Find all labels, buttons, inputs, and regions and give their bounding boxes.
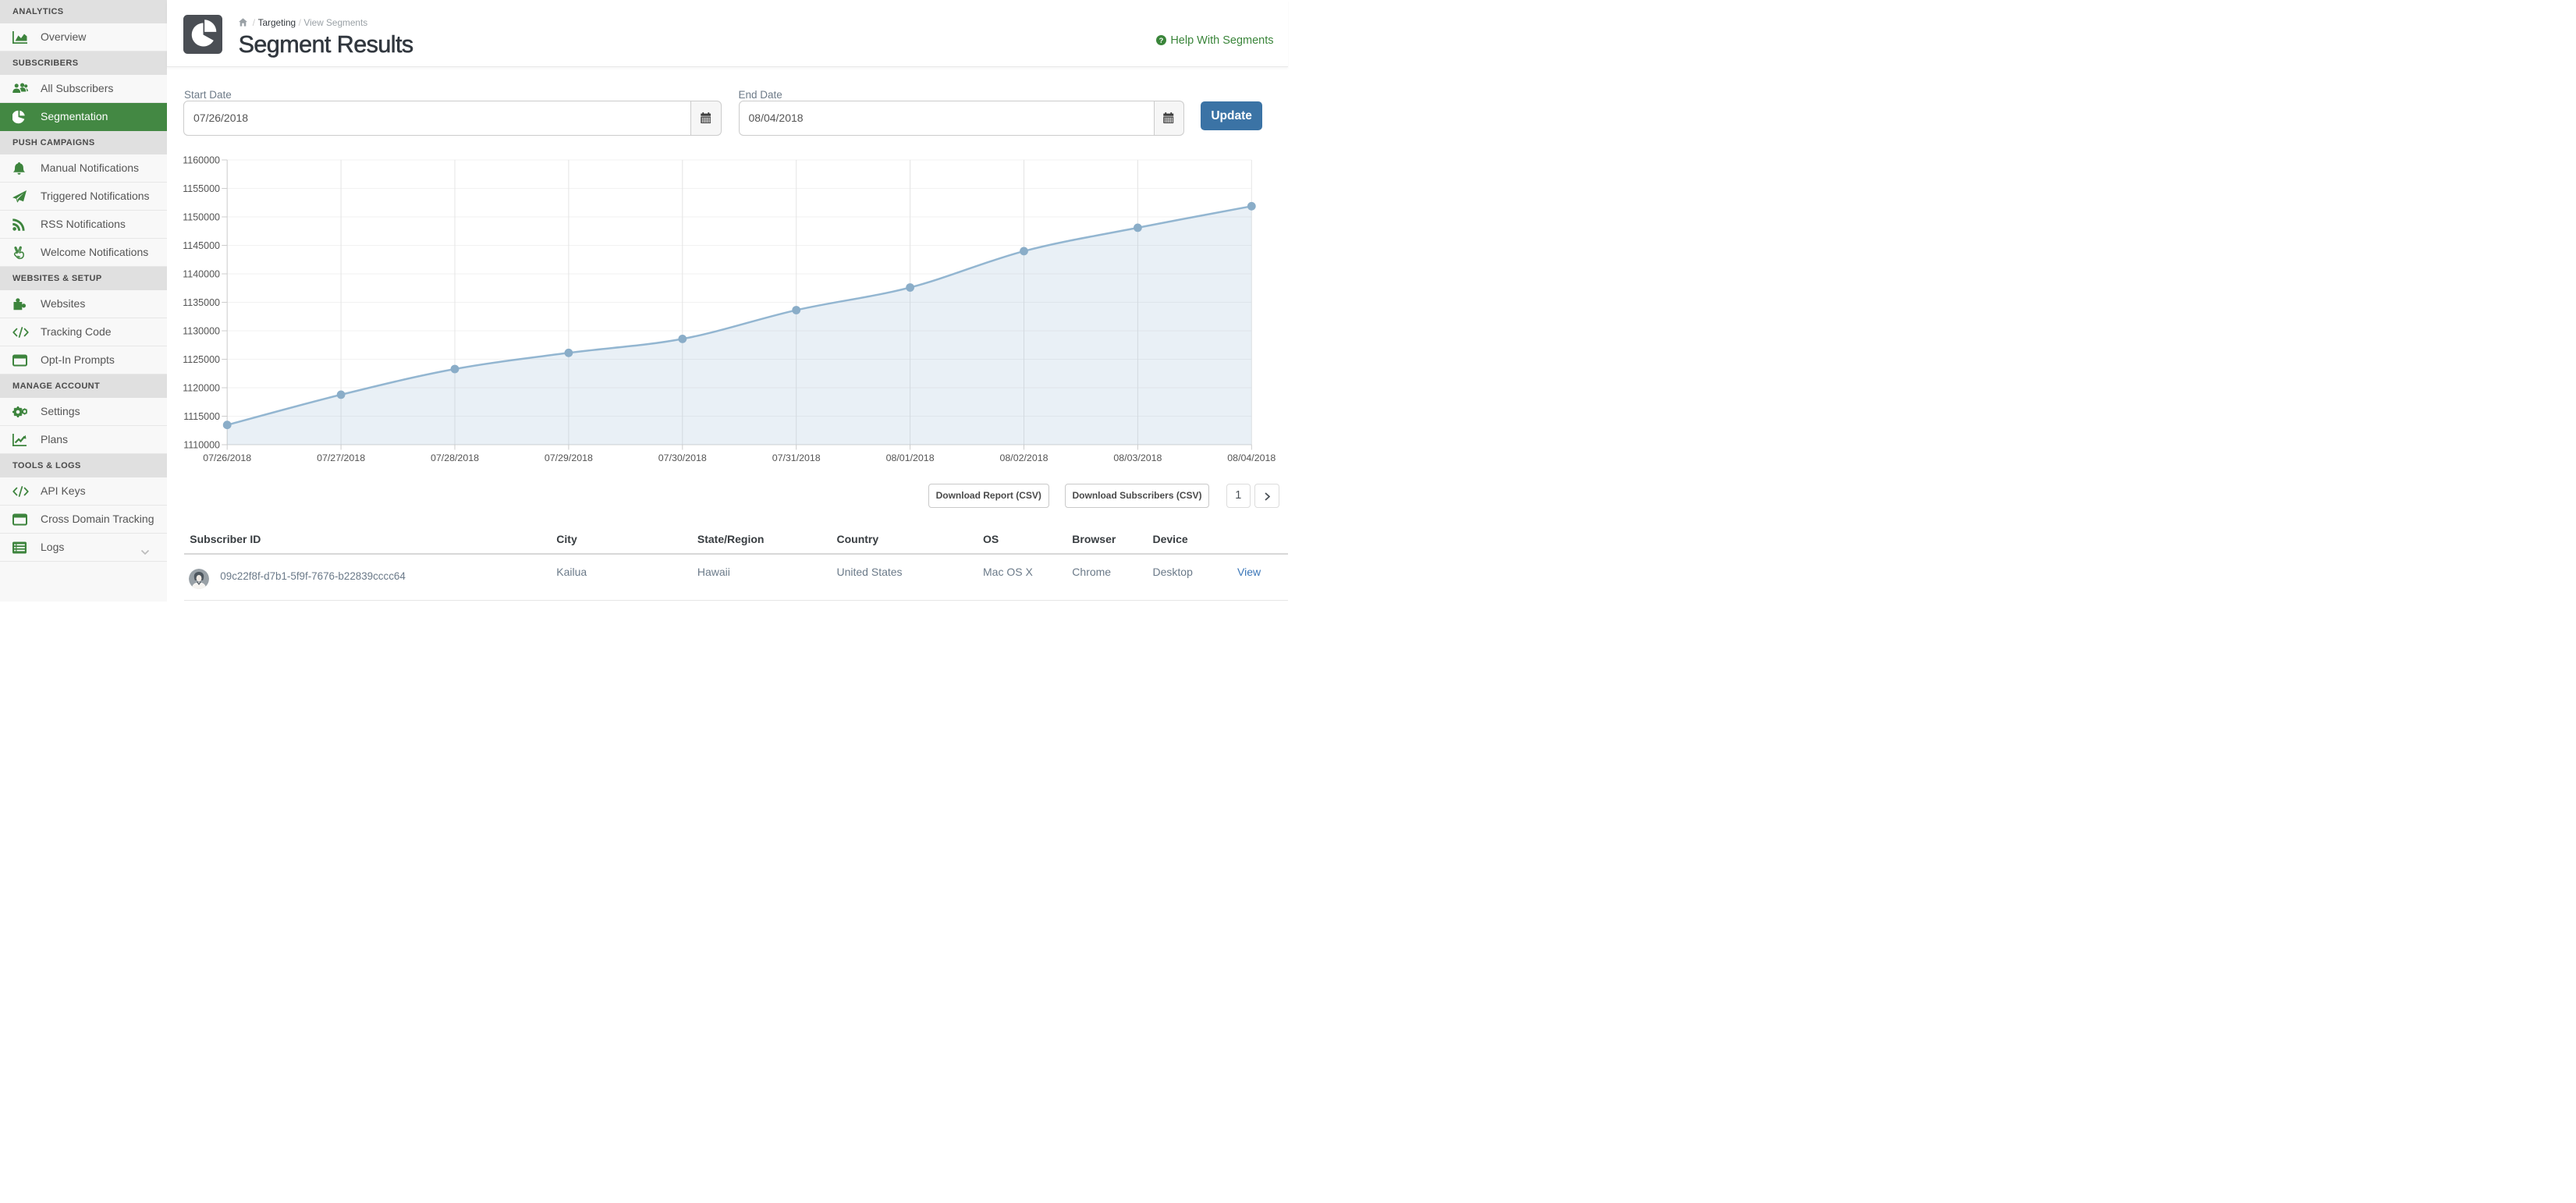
svg-text:1130000: 1130000 [183, 326, 220, 337]
svg-text:08/02/2018: 08/02/2018 [999, 452, 1048, 463]
svg-text:1155000: 1155000 [183, 183, 220, 194]
svg-text:1160000: 1160000 [183, 155, 220, 166]
svg-text:07/31/2018: 07/31/2018 [772, 452, 821, 463]
svg-text:07/28/2018: 07/28/2018 [431, 452, 479, 463]
svg-text:1115000: 1115000 [183, 411, 220, 422]
svg-text:07/26/2018: 07/26/2018 [203, 452, 251, 463]
svg-text:1125000: 1125000 [183, 354, 220, 365]
svg-text:1140000: 1140000 [183, 269, 220, 280]
svg-text:1120000: 1120000 [183, 383, 220, 394]
svg-text:1135000: 1135000 [183, 297, 220, 308]
svg-text:1110000: 1110000 [183, 440, 220, 451]
svg-text:08/03/2018: 08/03/2018 [1113, 452, 1162, 463]
svg-text:?: ? [1159, 37, 1164, 44]
svg-text:07/27/2018: 07/27/2018 [317, 452, 365, 463]
svg-text:1150000: 1150000 [183, 212, 220, 223]
svg-text:1145000: 1145000 [183, 240, 220, 251]
svg-text:08/04/2018: 08/04/2018 [1227, 452, 1276, 463]
svg-text:07/30/2018: 07/30/2018 [658, 452, 707, 463]
svg-text:07/29/2018: 07/29/2018 [545, 452, 593, 463]
svg-text:08/01/2018: 08/01/2018 [886, 452, 935, 463]
